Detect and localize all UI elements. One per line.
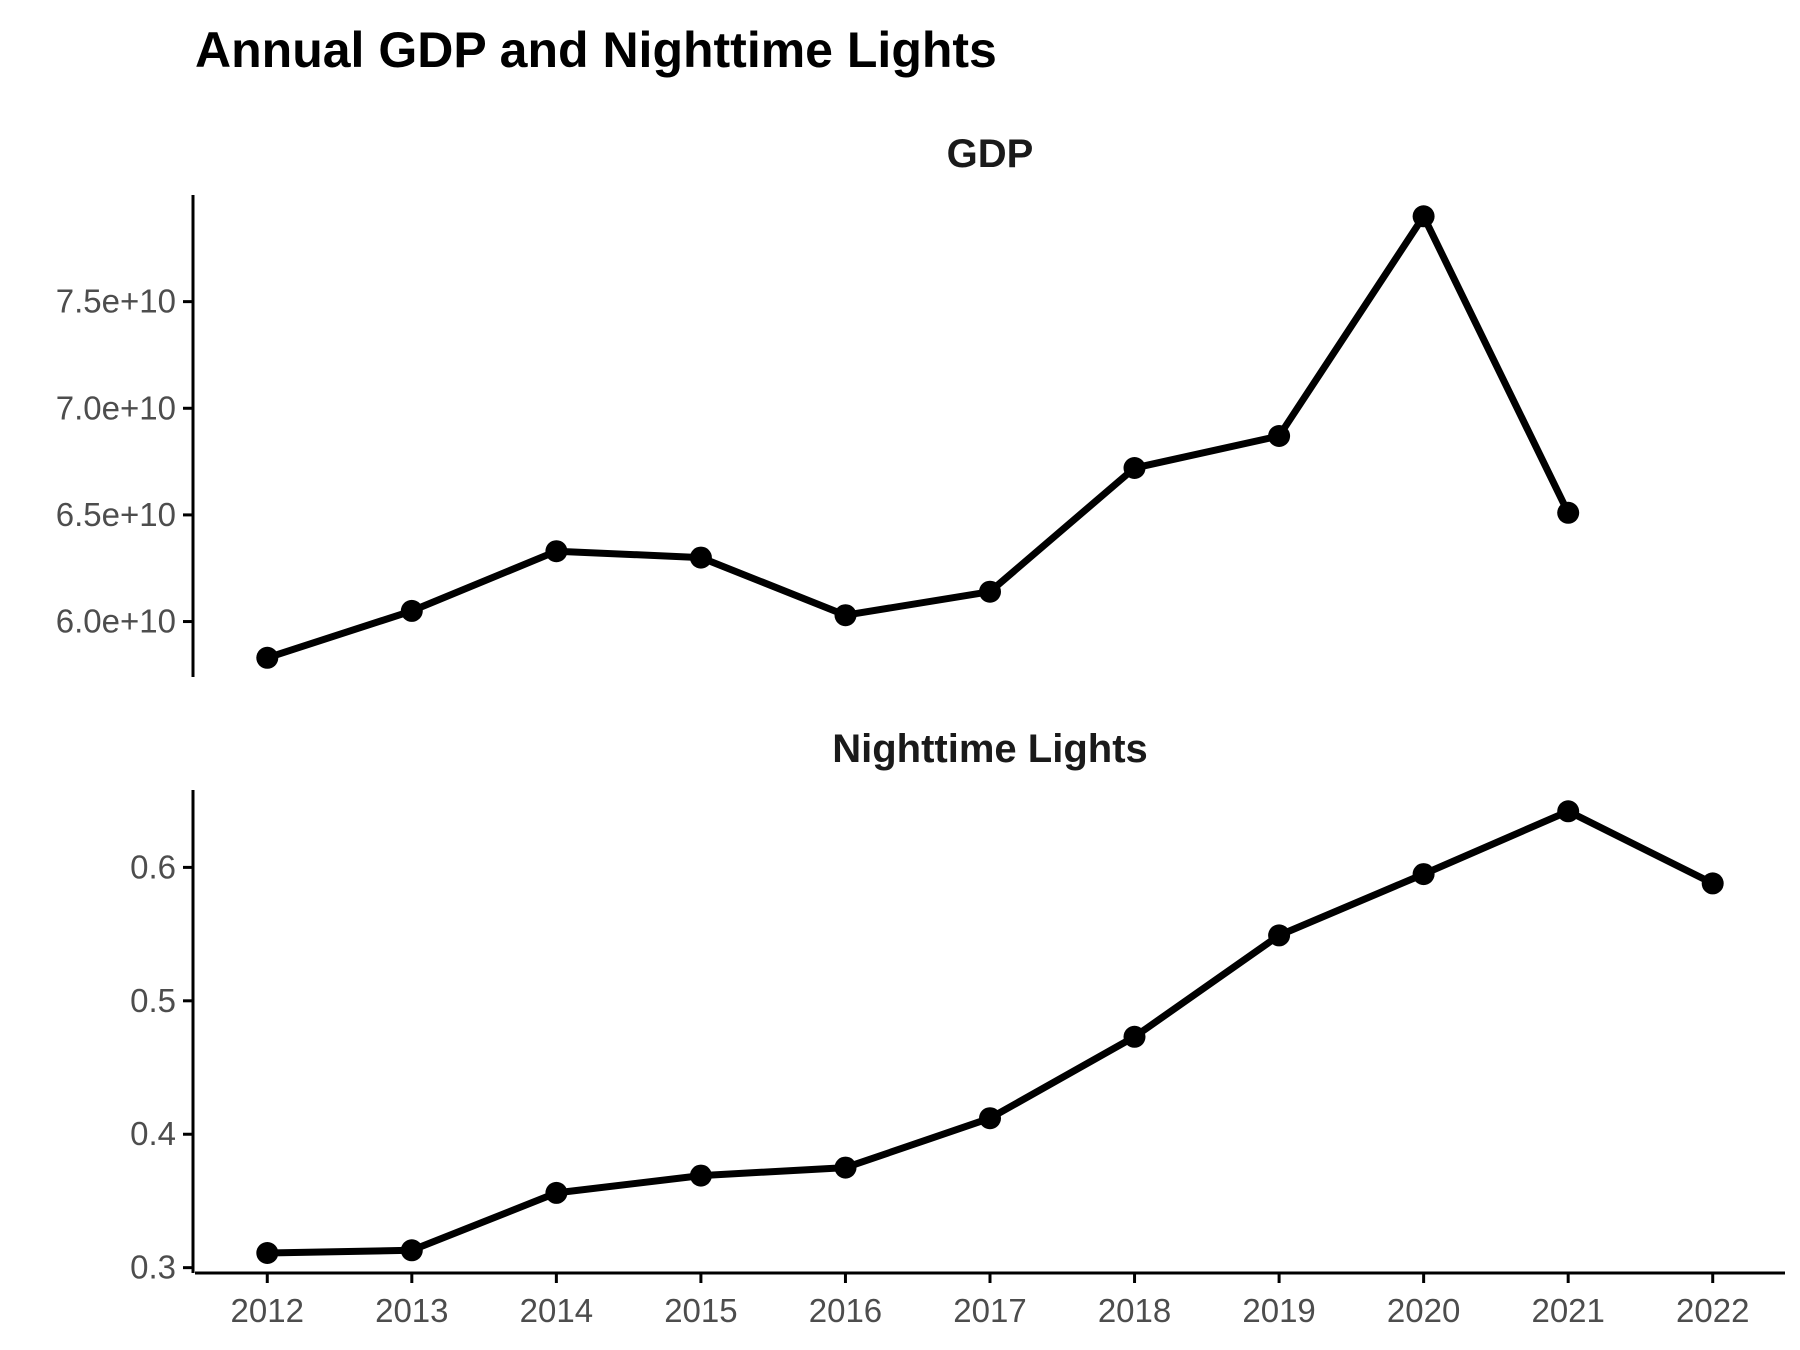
data-point-nighttime-lights — [979, 1107, 1001, 1130]
x-tick-label: 2020 — [1387, 1292, 1460, 1329]
x-tick-label: 2016 — [809, 1292, 882, 1329]
data-point-nighttime-lights — [1701, 872, 1724, 895]
panel-title-gdp: GDP — [947, 132, 1034, 176]
series-line-gdp — [263, 212, 1572, 662]
chart-title: Annual GDP and Nighttime Lights — [195, 22, 997, 78]
y-tick-label-gdp: 6.0e+10 — [56, 603, 176, 640]
data-point-nighttime-lights — [256, 1242, 279, 1264]
x-tick-label: 2015 — [664, 1292, 737, 1329]
data-point-nighttime-lights — [545, 1181, 568, 1204]
x-tick-label: 2019 — [1242, 1292, 1315, 1329]
data-point-nighttime-lights — [1412, 863, 1435, 886]
x-tick-label: 2012 — [231, 1292, 304, 1329]
data-point-gdp — [834, 604, 857, 627]
panel-title-nighttime-lights: Nighttime Lights — [832, 727, 1148, 771]
y-tick-label-gdp: 7.0e+10 — [56, 389, 176, 426]
x-tick-label: 2013 — [375, 1292, 448, 1329]
data-point-gdp — [400, 599, 423, 622]
data-point-gdp — [1412, 205, 1435, 228]
panel-gdp: GDP 6.0e+10 6.5e+10 7.0e+10 7.5e+10 — [56, 132, 1580, 677]
data-point-nighttime-lights — [1557, 800, 1580, 823]
data-point-nighttime-lights — [1268, 924, 1291, 947]
series-line-nighttime-lights — [263, 807, 1717, 1257]
y-tick-label-nighttime-lights: 0.4 — [130, 1115, 176, 1152]
x-tick-label: 2021 — [1531, 1292, 1604, 1329]
data-point-gdp — [1268, 425, 1291, 447]
x-tick-label: 2022 — [1676, 1292, 1749, 1329]
data-point-gdp — [689, 546, 712, 569]
data-point-nighttime-lights — [689, 1164, 712, 1187]
y-tick-label-nighttime-lights: 0.5 — [130, 982, 176, 1019]
panel-nighttime-lights: Nighttime Lights 0.3 0.4 0.5 0.6 — [130, 727, 1724, 1286]
x-tick-label: 2017 — [953, 1292, 1026, 1329]
y-tick-label-gdp: 6.5e+10 — [56, 496, 176, 533]
y-tick-label-nighttime-lights: 0.3 — [130, 1249, 176, 1286]
data-point-gdp — [545, 540, 568, 563]
data-point-nighttime-lights — [834, 1156, 857, 1179]
data-point-nighttime-lights — [400, 1239, 423, 1262]
x-tick-label: 2018 — [1098, 1292, 1171, 1329]
data-point-gdp — [979, 580, 1001, 603]
x-tick-label: 2014 — [520, 1292, 593, 1329]
data-point-gdp — [256, 646, 279, 669]
data-point-nighttime-lights — [1123, 1025, 1146, 1048]
y-tick-label-nighttime-lights: 0.6 — [130, 848, 176, 885]
x-axis: 2012 2013 2014 2015 2016 2017 2018 2019 2020 2021… — [195, 1271, 1785, 1329]
data-point-gdp — [1123, 457, 1146, 479]
y-tick-label-gdp: 7.5e+10 — [56, 283, 176, 320]
data-point-gdp — [1557, 501, 1580, 524]
